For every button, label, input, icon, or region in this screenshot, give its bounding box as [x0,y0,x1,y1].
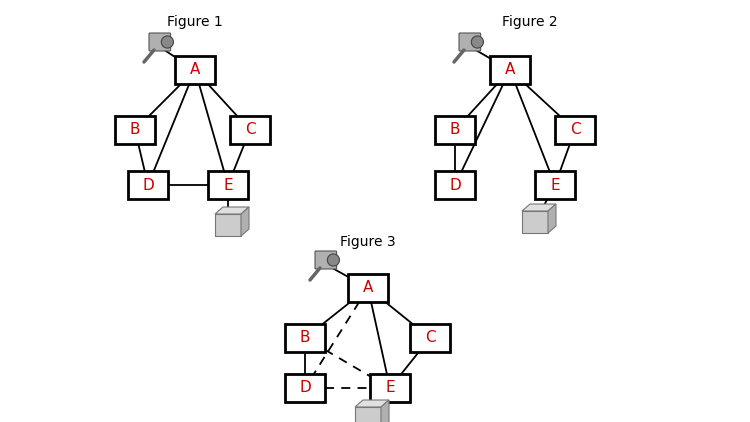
Text: C: C [244,122,255,138]
Circle shape [161,36,173,48]
Text: A: A [363,281,374,295]
Bar [208,171,248,199]
Polygon shape [548,204,556,233]
Bar [215,214,241,236]
Text: B: B [130,122,140,138]
FancyBboxPatch shape [315,251,337,269]
Text: E: E [550,178,560,192]
Bar [435,116,475,144]
Bar [535,171,575,199]
Polygon shape [241,207,249,236]
Circle shape [471,36,484,48]
Bar [115,116,155,144]
Text: D: D [142,178,154,192]
Text: B: B [300,330,310,346]
Text: Figure 3: Figure 3 [340,235,396,249]
Bar [490,56,530,84]
Text: C: C [424,330,435,346]
Text: Figure 2: Figure 2 [503,15,558,29]
Text: D: D [299,381,310,395]
Text: E: E [386,381,394,395]
Text: E: E [224,178,232,192]
Text: B: B [450,122,460,138]
Bar [435,171,475,199]
Bar [175,56,215,84]
Text: A: A [190,62,200,78]
Text: C: C [570,122,580,138]
Text: A: A [505,62,515,78]
FancyBboxPatch shape [149,33,170,51]
Polygon shape [355,400,389,407]
Polygon shape [381,400,389,422]
Circle shape [327,254,340,266]
Bar [285,324,325,352]
Text: D: D [449,178,460,192]
Bar [522,211,548,233]
Bar [285,374,325,402]
Bar [355,407,381,422]
Bar [370,374,410,402]
Bar [128,171,168,199]
Polygon shape [522,204,556,211]
Bar [348,274,388,302]
Text: Figure 1: Figure 1 [167,15,223,29]
Polygon shape [215,207,249,214]
FancyBboxPatch shape [459,33,481,51]
Bar [410,324,450,352]
Bar [555,116,595,144]
Bar [230,116,270,144]
